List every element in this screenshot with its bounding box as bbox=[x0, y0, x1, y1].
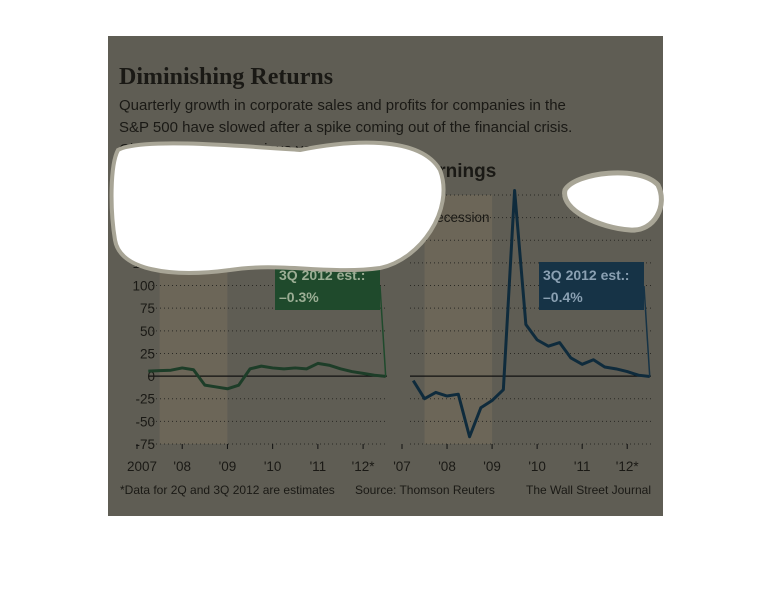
x-tick-label: '10 bbox=[264, 459, 282, 474]
footnote: *Data for 2Q and 3Q 2012 are estimates bbox=[120, 483, 335, 497]
subtitle: Change from the previous year: bbox=[119, 141, 329, 158]
annotation-text: –0.3% bbox=[279, 289, 319, 305]
data-line bbox=[148, 361, 386, 391]
x-tick-label: '07 bbox=[393, 459, 411, 474]
source: Source: Thomson Reuters bbox=[355, 483, 495, 497]
annotation-text: 3Q 2012 est.: bbox=[543, 267, 629, 283]
y-tick-label: 125 bbox=[132, 256, 155, 271]
credit: The Wall Street Journal bbox=[526, 483, 651, 497]
recession-label: Recession bbox=[162, 210, 225, 225]
y-tick-label: 0 bbox=[147, 369, 155, 384]
annotation-text: 3Q 2012 est.: bbox=[279, 267, 365, 283]
panel-title: Revenue bbox=[119, 161, 198, 182]
subtitle: Quarterly growth in corporate sales and … bbox=[119, 97, 566, 114]
y-tick-label: -75 bbox=[135, 437, 155, 452]
annotation-leader bbox=[379, 285, 387, 377]
x-tick-label: '12* bbox=[352, 459, 376, 474]
y-tick-label: 50 bbox=[140, 324, 155, 339]
annotation-text: –0.4% bbox=[543, 289, 583, 305]
y-tick-label: 100 bbox=[132, 279, 155, 294]
y-tick-label: 75 bbox=[140, 301, 155, 316]
subtitle: S&P 500 have slowed after a spike coming… bbox=[119, 119, 572, 136]
x-tick-label: '09 bbox=[219, 459, 237, 474]
annotation-leader bbox=[643, 285, 651, 377]
y-tick-label: 150 bbox=[132, 233, 155, 248]
x-tick-label: '08 bbox=[438, 459, 456, 474]
x-tick-label: '09 bbox=[483, 459, 501, 474]
annotation-box bbox=[539, 262, 644, 310]
y-tick-label: -25 bbox=[135, 392, 155, 407]
x-tick-label: '10 bbox=[528, 459, 546, 474]
x-tick-label: '11 bbox=[310, 459, 327, 474]
y-tick-label: 200% bbox=[120, 188, 155, 203]
recession-band bbox=[159, 195, 228, 444]
x-tick-label: 2007 bbox=[127, 459, 157, 474]
data-line bbox=[411, 188, 650, 439]
x-tick-label: '11 bbox=[574, 459, 591, 474]
x-tick-label: '12* bbox=[616, 459, 640, 474]
panel-title: Earnings bbox=[415, 161, 496, 182]
x-tick-label: '08 bbox=[173, 459, 191, 474]
y-tick-label: -50 bbox=[135, 414, 155, 429]
y-tick-label: 175 bbox=[132, 211, 155, 226]
y-tick-label: 25 bbox=[140, 346, 155, 361]
chart-title: Diminishing Returns bbox=[119, 64, 333, 90]
